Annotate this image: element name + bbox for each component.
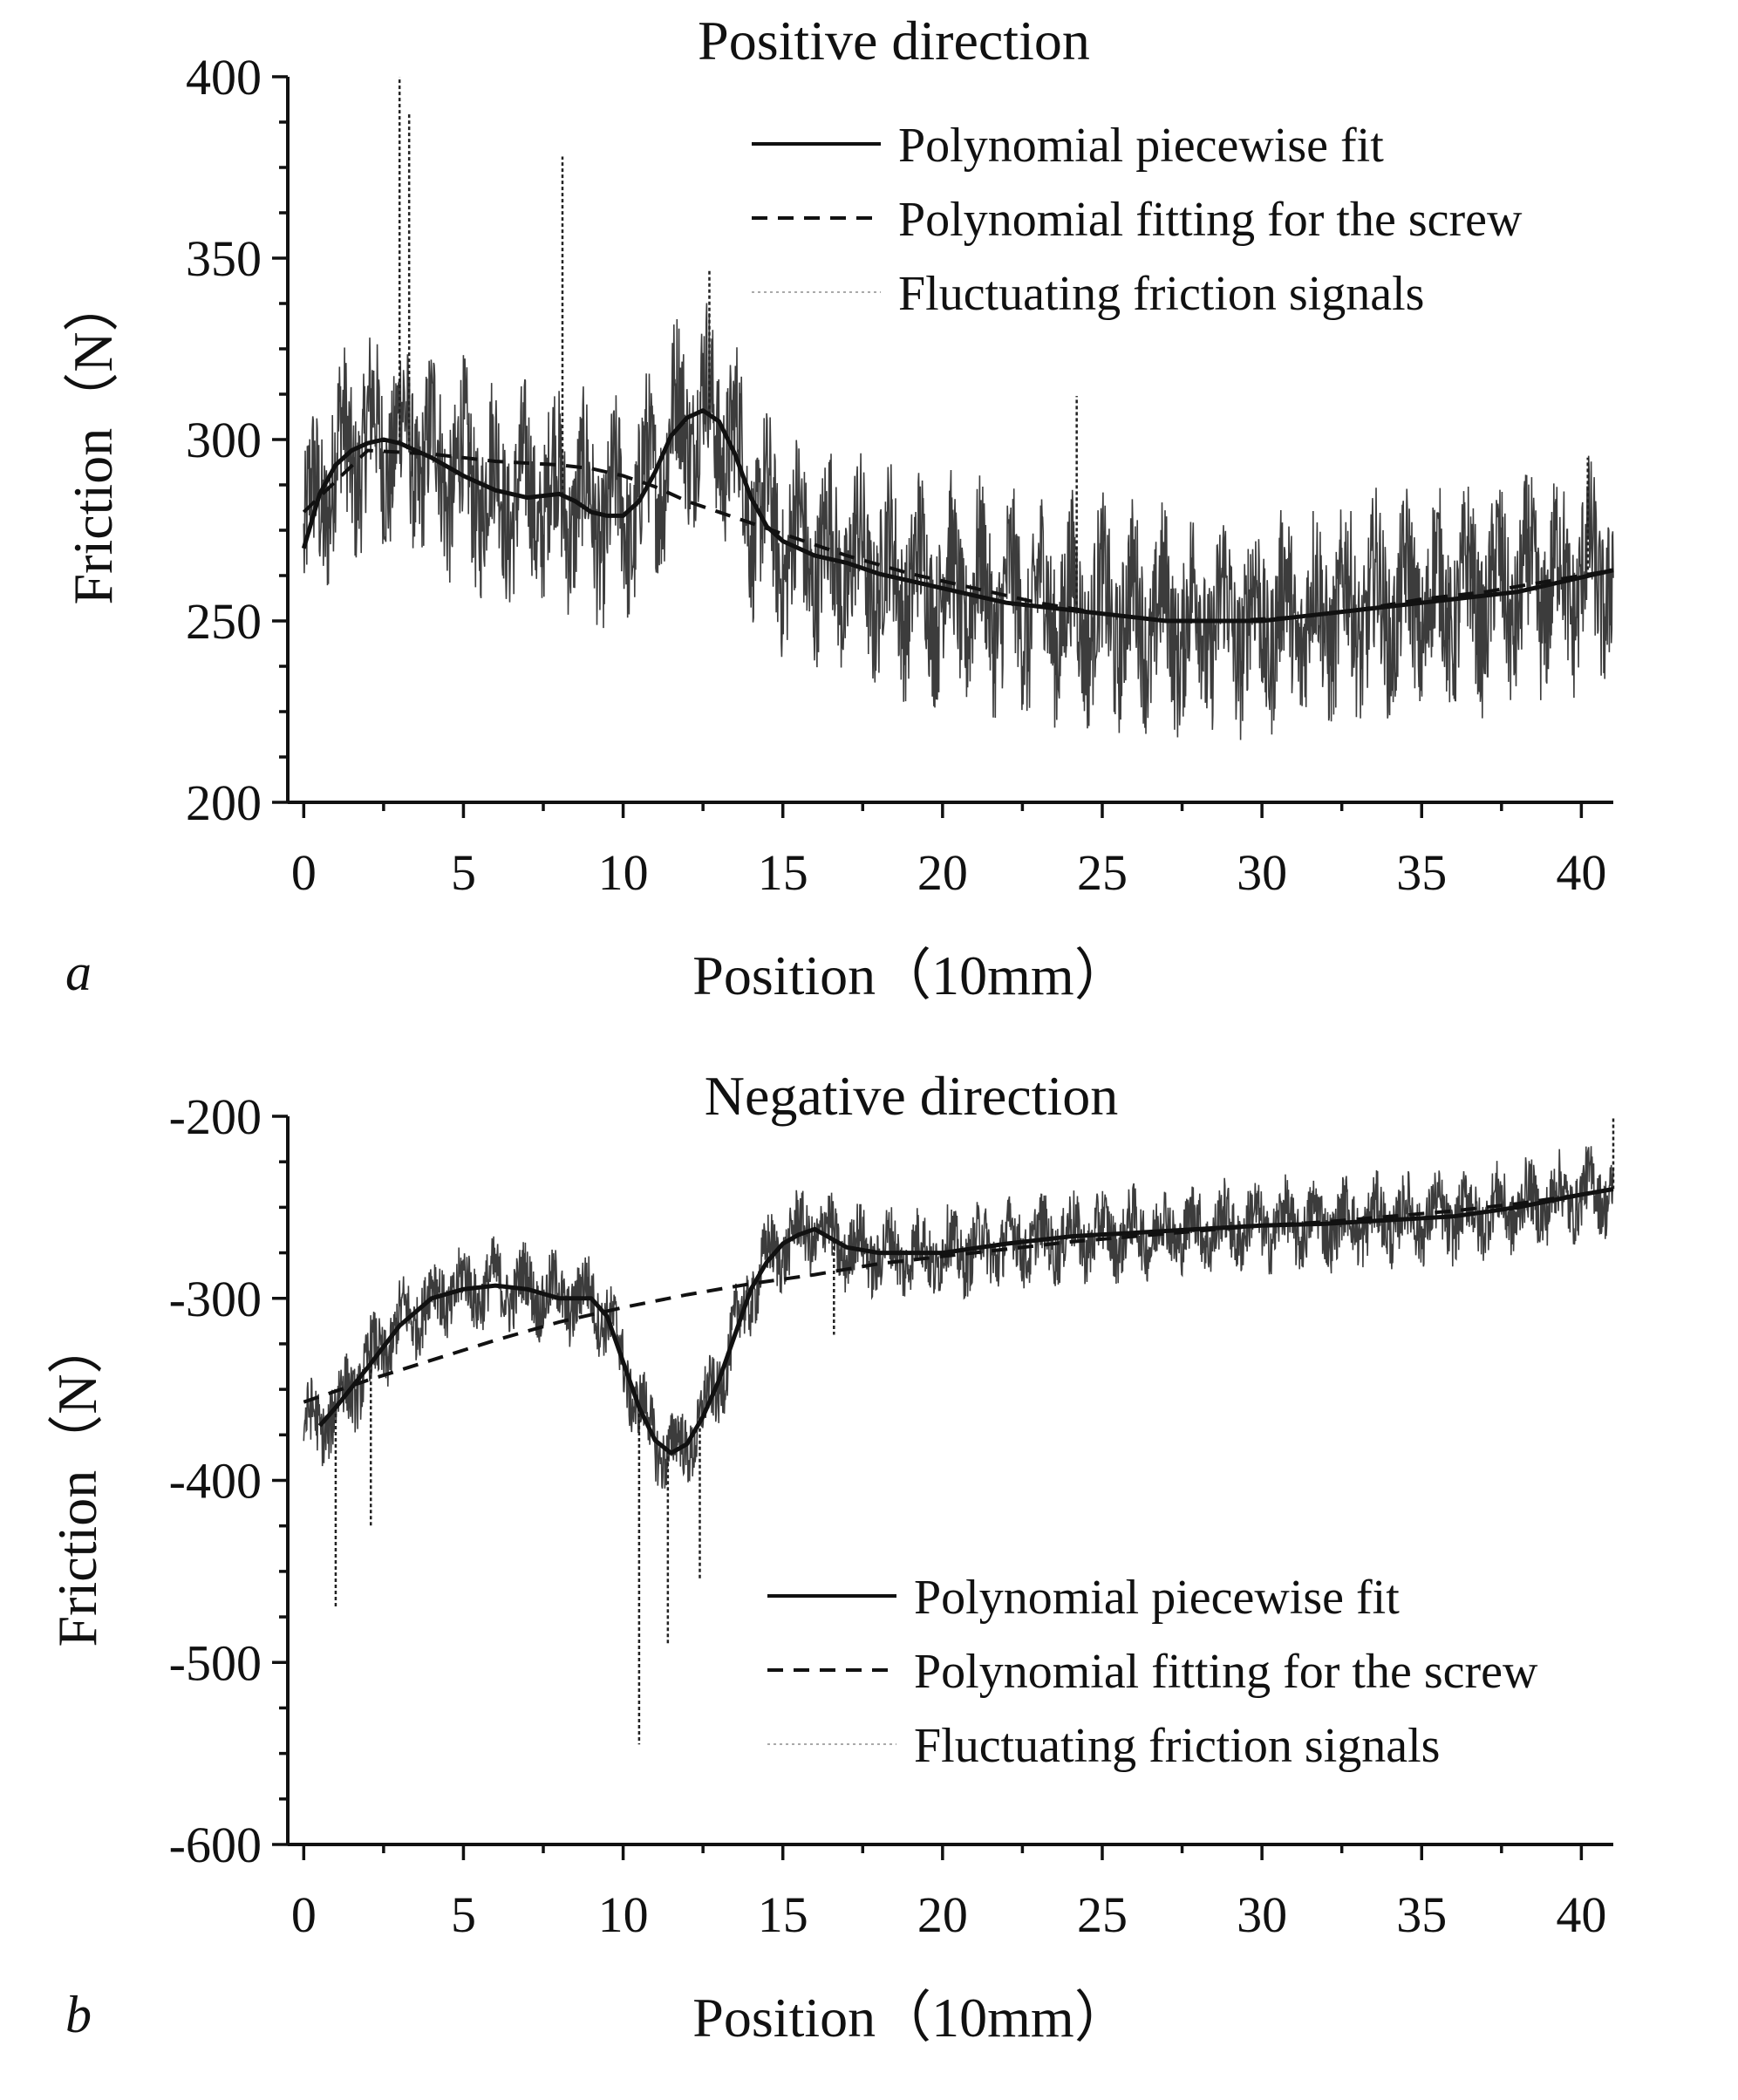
y-tick-label-b-2: -400 (169, 1453, 262, 1510)
piecewise-fit-line-b (317, 1187, 1614, 1456)
x-axis-label-a: Position（10mm） (692, 944, 1129, 1006)
fit-curves-b (303, 1187, 1614, 1456)
x-tick-label-b-1: 5 (451, 1886, 476, 1943)
x-tick-label-a-1: 5 (451, 844, 476, 901)
chart-panel-a: Positive direction 0 5 10 15 20 25 30 35 40 200 25… (62, 10, 1614, 1006)
chart-title-a: Positive direction (698, 10, 1090, 72)
legend-label-screw-a: Polynomial fitting for the screw (898, 193, 1523, 247)
x-tick-label-a-4: 20 (917, 844, 968, 901)
panel-letter-b: b (65, 1986, 92, 2043)
x-tick-label-a-5: 25 (1077, 844, 1128, 901)
legend-b: Polynomial piecewise fit Polynomial fitt… (767, 1571, 1538, 1773)
y-tick-label-a-4: 400 (186, 49, 262, 106)
y-tick-label-a-1: 250 (186, 593, 262, 650)
x-tick-label-a-2: 10 (598, 844, 649, 901)
y-tick-label-a-3: 350 (186, 230, 262, 287)
panel-letter-a: a (65, 944, 92, 1001)
x-tick-label-b-6: 30 (1237, 1886, 1287, 1943)
x-tick-label-b-7: 35 (1396, 1886, 1447, 1943)
fluctuating-friction-signal-a (303, 77, 1614, 740)
signal-trace-b (303, 1146, 1614, 1489)
y-tick-label-b-3: -300 (169, 1271, 262, 1327)
legend-label-screw-b: Polynomial fitting for the screw (914, 1645, 1538, 1699)
x-axis-label-b: Position（10mm） (692, 1987, 1129, 2049)
axis-ticks-b: 0 5 10 15 20 25 30 35 40 -600 -500 -400 -300 -200 (169, 1088, 1607, 1943)
screw-fit-line-b (303, 1187, 1614, 1404)
piecewise-fit-line-a (301, 408, 1614, 624)
x-tick-label-b-5: 25 (1077, 1886, 1128, 1943)
legend-label-piecewise-b: Polynomial piecewise fit (914, 1571, 1400, 1625)
chart-title-b: Negative direction (705, 1065, 1118, 1127)
signal-trace-a (303, 303, 1614, 740)
legend-a: Polynomial piecewise fit Polynomial fitt… (752, 119, 1523, 321)
axis-ticks-a: 0 5 10 15 20 25 30 35 40 200 250 300 350 400 (186, 49, 1606, 901)
x-tick-label-a-6: 30 (1237, 844, 1287, 901)
fit-curves-a (301, 408, 1614, 624)
x-tick-label-a-0: 0 (291, 844, 317, 901)
fluctuating-friction-signal-b (303, 1116, 1615, 1745)
x-tick-label-a-8: 40 (1556, 844, 1606, 901)
x-tick-label-a-7: 35 (1396, 844, 1447, 901)
y-tick-label-b-1: -500 (169, 1634, 262, 1691)
legend-label-signal-a: Fluctuating friction signals (898, 267, 1424, 321)
x-tick-label-b-0: 0 (291, 1886, 317, 1943)
y-axis-label-b: Friction（N） (46, 1319, 108, 1647)
x-tick-label-b-4: 20 (917, 1886, 968, 1943)
legend-label-signal-b: Fluctuating friction signals (914, 1719, 1440, 1773)
y-tick-label-b-4: -200 (169, 1088, 262, 1145)
x-tick-label-b-2: 10 (598, 1886, 649, 1943)
x-tick-label-b-3: 15 (758, 1886, 808, 1943)
x-tick-label-b-8: 40 (1556, 1886, 1606, 1943)
y-tick-label-a-2: 300 (186, 412, 262, 468)
y-axis-label-a: Friction（N） (62, 276, 124, 605)
chart-panel-b: Negative direction 0 5 10 15 20 25 30 35 40 -600 -… (46, 1065, 1615, 2049)
legend-label-piecewise-a: Polynomial piecewise fit (898, 119, 1384, 173)
y-tick-label-a-0: 200 (186, 774, 262, 831)
y-tick-label-b-0: -600 (169, 1817, 262, 1873)
x-tick-label-a-3: 15 (758, 844, 808, 901)
